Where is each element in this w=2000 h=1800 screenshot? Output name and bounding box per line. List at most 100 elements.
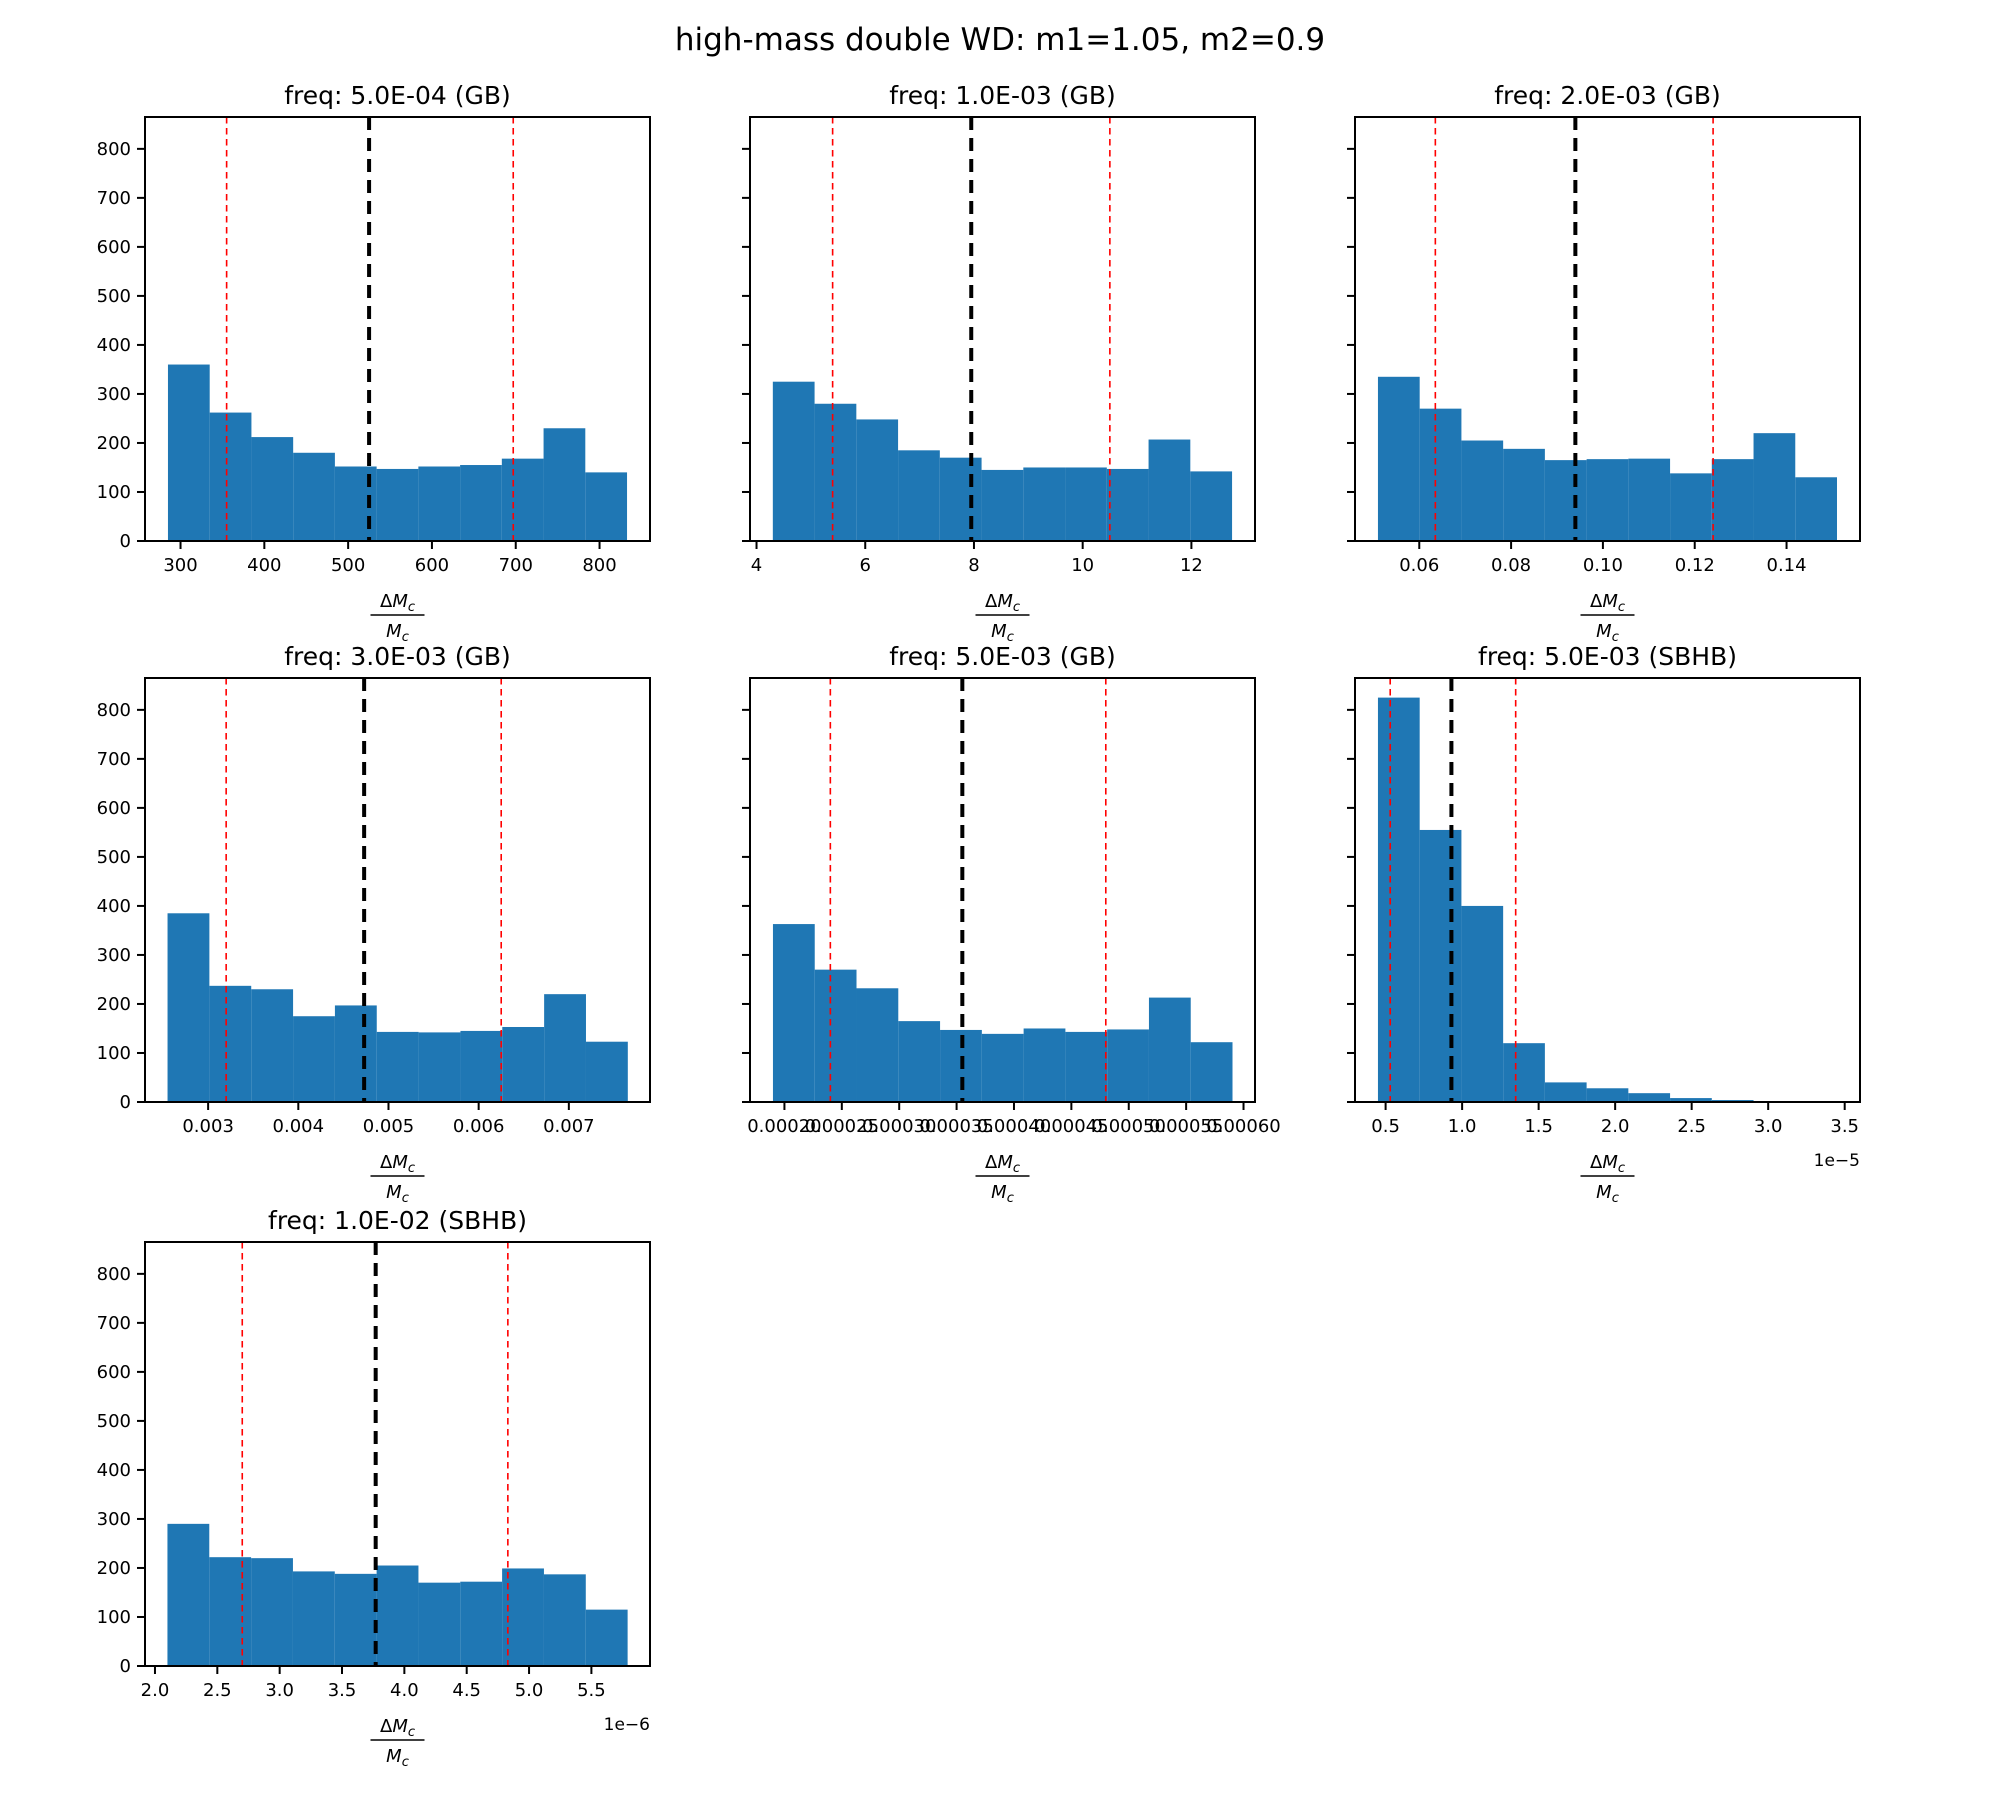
x-tick-label: 3.5 [328, 1680, 357, 1701]
x-tick-label: 0.14 [1767, 555, 1807, 576]
hist-bar [1377, 697, 1420, 1102]
subplot-title: freq: 2.0E-03 (GB) [1494, 81, 1721, 110]
y-tick-label: 500 [97, 1411, 131, 1432]
x-axis-label-numerator: ΔMc [380, 591, 415, 615]
hist-bar [1419, 829, 1462, 1102]
y-tick-label: 0 [120, 531, 131, 552]
hist-bar [460, 1581, 503, 1666]
x-axis-label-numerator: ΔMc [1590, 1152, 1625, 1176]
x-tick-label: 12 [1180, 555, 1203, 576]
hist-bar [460, 1030, 503, 1102]
x-tick-label: 4 [751, 555, 762, 576]
hist-bar [772, 381, 815, 541]
x-tick-label: 4.0 [390, 1680, 419, 1701]
hist-bar [251, 989, 294, 1102]
subplot-6: 2.0 2.5 3.0 3.5 4.0 4.5 5.0 5.5 0 100 200 300 400 500… [97, 1206, 651, 1770]
y-tick-label: 600 [97, 798, 131, 819]
x-tick-label: 6 [860, 555, 871, 576]
hist-bar [772, 924, 815, 1102]
x-tick-label: 0.00040 [977, 1116, 1051, 1137]
y-tick-label: 600 [97, 1362, 131, 1383]
hist-bar [1419, 408, 1462, 541]
histogram-bars [167, 364, 628, 541]
y-tick-label: 700 [97, 1313, 131, 1334]
hist-bar [1586, 459, 1629, 541]
y-tick-label: 300 [97, 1509, 131, 1530]
x-tick-label: 0.003 [182, 1116, 234, 1137]
x-tick-label: 1.5 [1524, 1116, 1553, 1137]
hist-bar [1107, 1029, 1149, 1102]
y-tick-label: 500 [97, 286, 131, 307]
hist-bar [981, 1033, 1024, 1102]
hist-bar [1461, 440, 1504, 541]
x-tick-label: 4.5 [452, 1680, 481, 1701]
x-tick-label: 3.5 [1830, 1116, 1859, 1137]
y-tick-label: 400 [97, 335, 131, 356]
y-tick-label: 700 [97, 749, 131, 770]
subplot-1: 4 6 8 10 12 freq: 1.0E-03 (GB) ΔMc Mc [742, 81, 1256, 645]
x-tick-label: 2.5 [1677, 1116, 1706, 1137]
x-tick-label: 5.5 [577, 1680, 606, 1701]
x-tick-label: 0.007 [543, 1116, 595, 1137]
hist-bar [814, 969, 857, 1102]
x-tick-label: 700 [499, 555, 533, 576]
x-tick-label: 0.005 [363, 1116, 415, 1137]
hist-bar [1628, 458, 1671, 541]
y-tick-label: 500 [97, 847, 131, 868]
axes-box [144, 1241, 651, 1667]
y-tick-label: 600 [97, 237, 131, 258]
axis-offset-label: 1e−5 [1814, 1151, 1860, 1171]
y-tick-label: 100 [97, 1043, 131, 1064]
axes-box [749, 116, 1256, 542]
hist-bar [376, 1031, 419, 1102]
hist-bar [898, 1021, 941, 1102]
hist-bar [981, 469, 1024, 541]
hist-bar [167, 913, 210, 1102]
hist-bar [334, 1005, 377, 1102]
hist-bar [1190, 471, 1233, 541]
x-tick-label: 10 [1071, 555, 1094, 576]
hist-bar [1065, 1031, 1108, 1102]
hist-bar [251, 437, 294, 541]
hist-bar [1023, 1028, 1066, 1102]
subplot-title: freq: 1.0E-03 (GB) [889, 81, 1116, 110]
y-tick-label: 400 [97, 1460, 131, 1481]
x-tick-label: 0.006 [453, 1116, 505, 1137]
hist-bar [1461, 905, 1504, 1102]
x-tick-label: 8 [968, 555, 979, 576]
axes-box [1354, 677, 1861, 1103]
x-tick-label: 600 [415, 555, 449, 576]
hist-bar [293, 1016, 335, 1102]
x-tick-label: 0.00055 [1149, 1116, 1223, 1137]
x-tick-label: 3.0 [1754, 1116, 1783, 1137]
hist-bar [585, 1041, 628, 1102]
x-tick-label: 0.00025 [805, 1116, 879, 1137]
hist-bar [1190, 1042, 1233, 1102]
axes-box [144, 677, 651, 1103]
hist-bar [418, 1582, 461, 1666]
x-tick-label: 0.08 [1491, 555, 1531, 576]
x-tick-label: 0.00020 [747, 1116, 821, 1137]
x-axis-label-denominator: Mc [386, 1182, 409, 1206]
y-tick-label: 700 [97, 188, 131, 209]
subplot-3: 0.003 0.004 0.005 0.006 0.007 0 100 200 300 400 50… [97, 642, 651, 1206]
x-axis-label-denominator: Mc [991, 1182, 1014, 1206]
hist-bar [167, 1523, 210, 1666]
hist-bar [585, 472, 628, 541]
x-tick-label: 0.10 [1583, 555, 1623, 576]
hist-bar [1795, 477, 1837, 541]
x-tick-label: 400 [247, 555, 281, 576]
x-axis-label-numerator: ΔMc [380, 1152, 415, 1176]
hist-bar [1503, 448, 1545, 541]
y-tick-label: 0 [120, 1656, 131, 1677]
hist-bar [939, 457, 982, 541]
x-tick-label: 0.00035 [919, 1116, 993, 1137]
histogram-bars [772, 381, 1233, 541]
hist-bar [418, 466, 461, 541]
axis-offset-label: 1e−6 [604, 1715, 650, 1735]
hist-bar [1148, 997, 1191, 1102]
hist-bar [856, 419, 899, 541]
hist-bar [1628, 1093, 1671, 1102]
y-tick-label: 400 [97, 896, 131, 917]
